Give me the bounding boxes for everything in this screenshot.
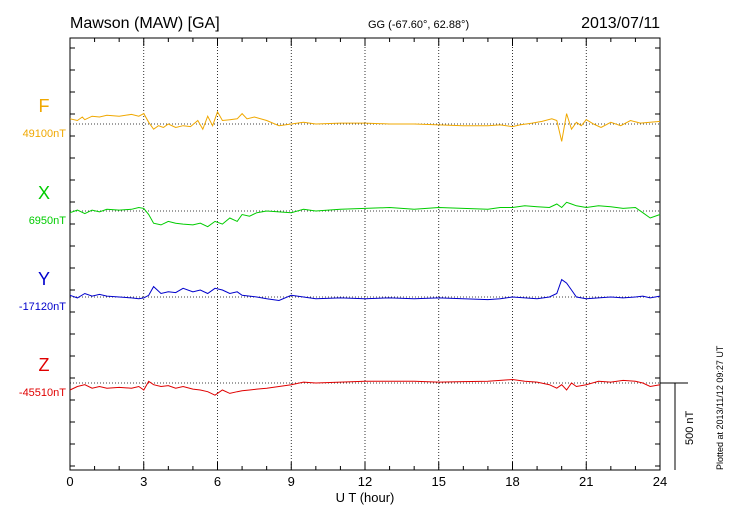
x-tick-label-3: 3 — [140, 474, 147, 489]
x-tick-label-21: 21 — [579, 474, 593, 489]
chart-title: Mawson (MAW) [GA] — [70, 15, 220, 32]
x-tick-label-18: 18 — [505, 474, 519, 489]
series-line-Y — [69, 278, 661, 302]
axis-ticks: 0 3 6 9 12 15 18 21 24 — [66, 38, 667, 489]
scale-bar-label: 500 nT — [684, 410, 696, 445]
series-name-Y: Y — [38, 269, 50, 289]
series-name-F: F — [39, 96, 50, 116]
series-line-F — [69, 110, 661, 142]
x-tick-label-15: 15 — [432, 474, 446, 489]
series-baseline-label-Z: -45510nT — [19, 387, 66, 399]
series-group — [69, 110, 661, 396]
x-axis-label: U T (hour) — [336, 490, 395, 505]
station-coords: GG (-67.60°, 62.88°) — [368, 19, 469, 31]
plotted-note: Plotted at 2013/11/12 09:27 UT — [715, 345, 725, 470]
x-tick-label-12: 12 — [358, 474, 372, 489]
series-name-X: X — [38, 183, 50, 203]
x-tick-label-9: 9 — [288, 474, 295, 489]
series-baseline-label-F: 49100nT — [23, 128, 67, 140]
series-line-Z — [69, 378, 661, 396]
grid-lines — [70, 38, 660, 470]
series-name-Z: Z — [39, 355, 50, 375]
series-labels: F 49100nT X 6950nT Y -17120nT Z -45510nT — [19, 96, 66, 399]
chart-date: 2013/07/11 — [581, 15, 660, 32]
x-tick-label-24: 24 — [653, 474, 667, 489]
x-tick-label-6: 6 — [214, 474, 221, 489]
series-baseline-label-X: 6950nT — [29, 215, 67, 227]
x-tick-label-0: 0 — [66, 474, 73, 489]
series-baseline-label-Y: -17120nT — [19, 301, 66, 313]
series-line-X — [69, 201, 661, 228]
